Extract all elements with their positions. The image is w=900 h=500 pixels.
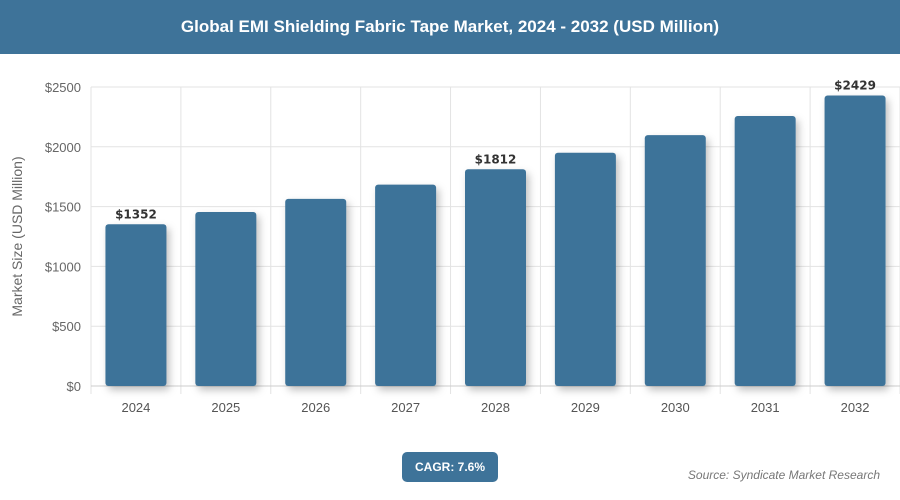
- y-tick-label: $1500: [45, 200, 81, 215]
- data-label: $1352: [115, 207, 157, 221]
- x-tick-label: 2031: [751, 400, 780, 415]
- x-tick-label: 2026: [301, 400, 330, 415]
- y-tick-label: $0: [67, 379, 81, 394]
- source-note: Source: Syndicate Market Research: [687, 468, 880, 482]
- bar: [465, 169, 526, 386]
- y-tick-label: $500: [52, 319, 81, 334]
- x-tick-label: 2027: [391, 400, 420, 415]
- x-tick-label: 2024: [121, 400, 150, 415]
- data-label: $1812: [475, 152, 517, 166]
- y-tick-label: $1000: [45, 259, 81, 274]
- y-axis-title: Market Size (USD Million): [9, 156, 25, 316]
- x-tick-label: 2029: [571, 400, 600, 415]
- y-tick-label: $2500: [45, 80, 81, 95]
- x-tick-label: 2030: [661, 400, 690, 415]
- bar: [195, 211, 257, 386]
- x-tick-label: 2028: [481, 400, 510, 415]
- bar: [734, 115, 796, 386]
- cagr-badge: CAGR: 7.6%: [402, 452, 498, 482]
- bar: [285, 198, 347, 386]
- bar: [824, 95, 886, 386]
- bar: [644, 135, 706, 386]
- chart-title: Global EMI Shielding Fabric Tape Market,…: [0, 0, 900, 54]
- x-tick-label: 2032: [841, 400, 870, 415]
- bar: [554, 152, 616, 386]
- x-tick-label: 2025: [211, 400, 240, 415]
- y-tick-label: $2000: [45, 140, 81, 155]
- bar-chart: $0 $500 $1000 $1500 $2000 $2500 Market Size (U…: [9, 78, 900, 415]
- bar: [375, 184, 437, 386]
- data-label: $2429: [834, 78, 876, 92]
- bar: [105, 224, 167, 386]
